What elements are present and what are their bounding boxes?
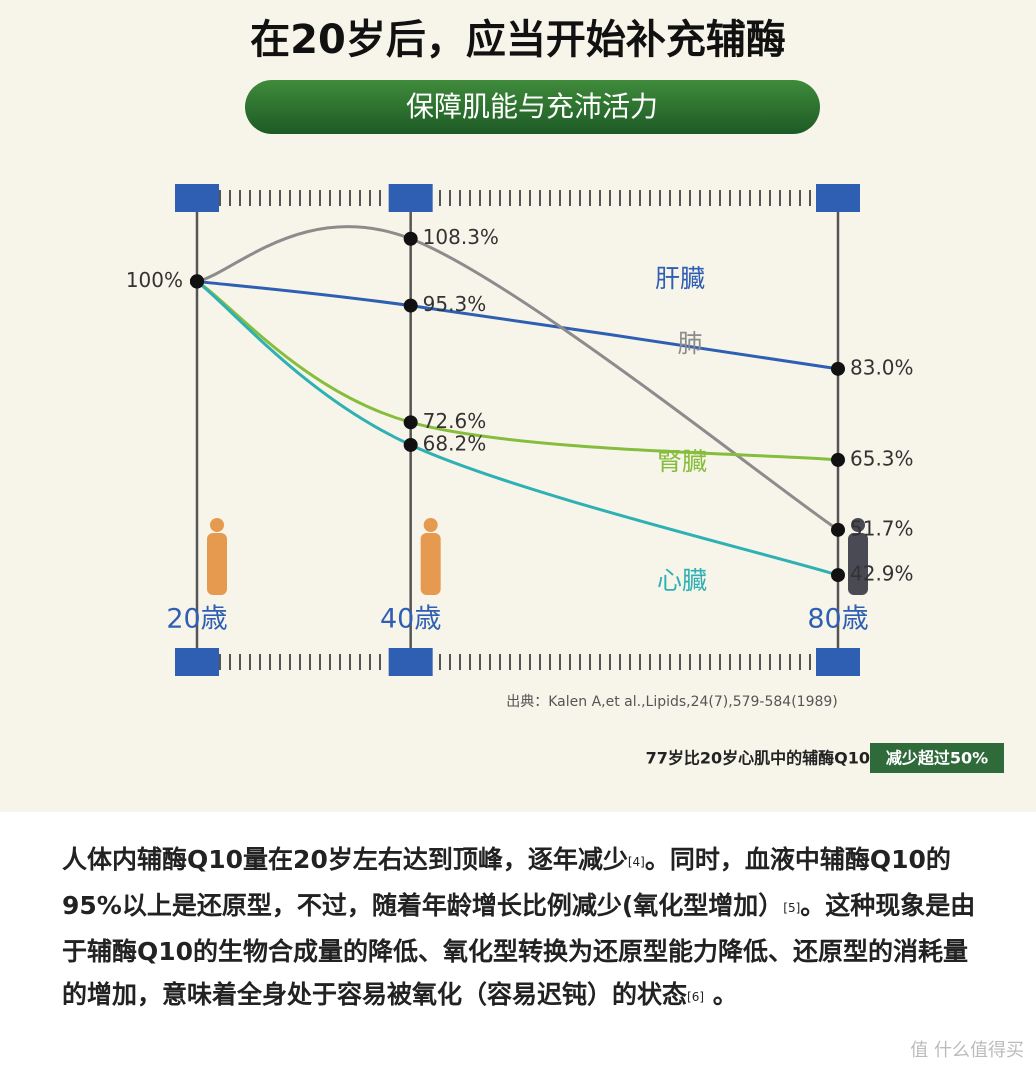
ruler-block: [175, 648, 219, 676]
data-label: 100%: [126, 268, 183, 292]
person-body: [420, 533, 441, 595]
data-point: [190, 274, 204, 289]
data-point: [831, 568, 845, 583]
person-head: [851, 518, 865, 532]
body-text-part: 。: [704, 980, 738, 1009]
data-label: 108.3%: [423, 225, 499, 249]
body-text-part: 人体内辅酶Q10量在20岁左右达到顶峰，逐年减少: [62, 845, 628, 874]
body-text-part: 。同时，血液中辅酶Q10的95%以上是还原型，不过，随着年龄增长比例减少(氧化型…: [62, 845, 951, 920]
series-line: [196, 225, 839, 532]
series-line: [196, 280, 839, 577]
series-line: [196, 279, 839, 371]
data-label: 72.6%: [423, 409, 487, 433]
data-label: 68.2%: [423, 431, 487, 455]
x-tick-label: 80歳: [807, 604, 868, 635]
ruler-block: [175, 184, 219, 212]
data-point: [403, 415, 418, 430]
person-body: [848, 533, 868, 595]
chart-title: 在20岁后，应当开始补充辅酶: [250, 17, 786, 63]
ruler-block: [816, 648, 860, 676]
data-point: [403, 298, 418, 313]
data-label: 65.3%: [850, 446, 914, 470]
data-label: 95.3%: [423, 292, 487, 316]
series-label: 肺: [677, 329, 702, 358]
subtitle-pill: [245, 80, 820, 134]
background: [0, 0, 1036, 812]
data-point: [831, 522, 845, 537]
person-body: [207, 533, 227, 595]
x-tick-label: 20歳: [166, 604, 227, 635]
data-point: [831, 452, 845, 467]
body-text: 人体内辅酶Q10量在20岁左右达到顶峰，逐年减少[4]。同时，血液中辅酶Q10的…: [62, 838, 982, 1019]
subtitle: 保障肌能与充沛活力: [406, 90, 658, 123]
reference: [5]: [783, 901, 801, 915]
note-highlight-bg: [870, 743, 1004, 773]
reference: [4]: [627, 855, 645, 869]
person-head: [210, 518, 224, 532]
ruler-block: [388, 648, 433, 676]
source: 出典：Kalen A,et al.,Lipids,24(7),579-584(1…: [506, 694, 838, 710]
person-icon: [207, 518, 227, 595]
person-icon: [420, 518, 441, 595]
data-point: [403, 437, 418, 452]
note: 77岁比20岁心肌中的辅酶Q10: [646, 749, 870, 768]
body-text-part: 。这种现象是由于辅酶Q10的生物合成量的降低、氧化型转换为还原型能力降低、还原型…: [62, 891, 976, 1009]
ruler-block: [388, 184, 433, 212]
ruler-block: [816, 184, 860, 212]
data-label: 83.0%: [850, 355, 914, 379]
series-line: [196, 280, 839, 462]
series-label: 心臓: [657, 566, 707, 595]
series-label: 腎臓: [657, 447, 707, 476]
person-head: [423, 518, 438, 532]
series-label: 肝臓: [655, 264, 705, 293]
x-tick-label: 40歳: [380, 604, 441, 635]
data-label: 42.9%: [850, 562, 914, 586]
person-icon: [848, 518, 868, 595]
note-highlight: 减少超过50%: [886, 749, 988, 768]
reference: [6]: [687, 990, 705, 1004]
rulers: [189, 190, 841, 670]
data-point: [831, 361, 845, 376]
data-label: 51.7%: [850, 516, 914, 540]
data-point: [403, 231, 418, 246]
chart: 在20岁后，应当开始补充辅酶 保障肌能与充沛活力 出典：Kalen A,et a…: [0, 0, 1036, 812]
watermark: 值 什么值得买: [910, 1040, 1024, 1061]
